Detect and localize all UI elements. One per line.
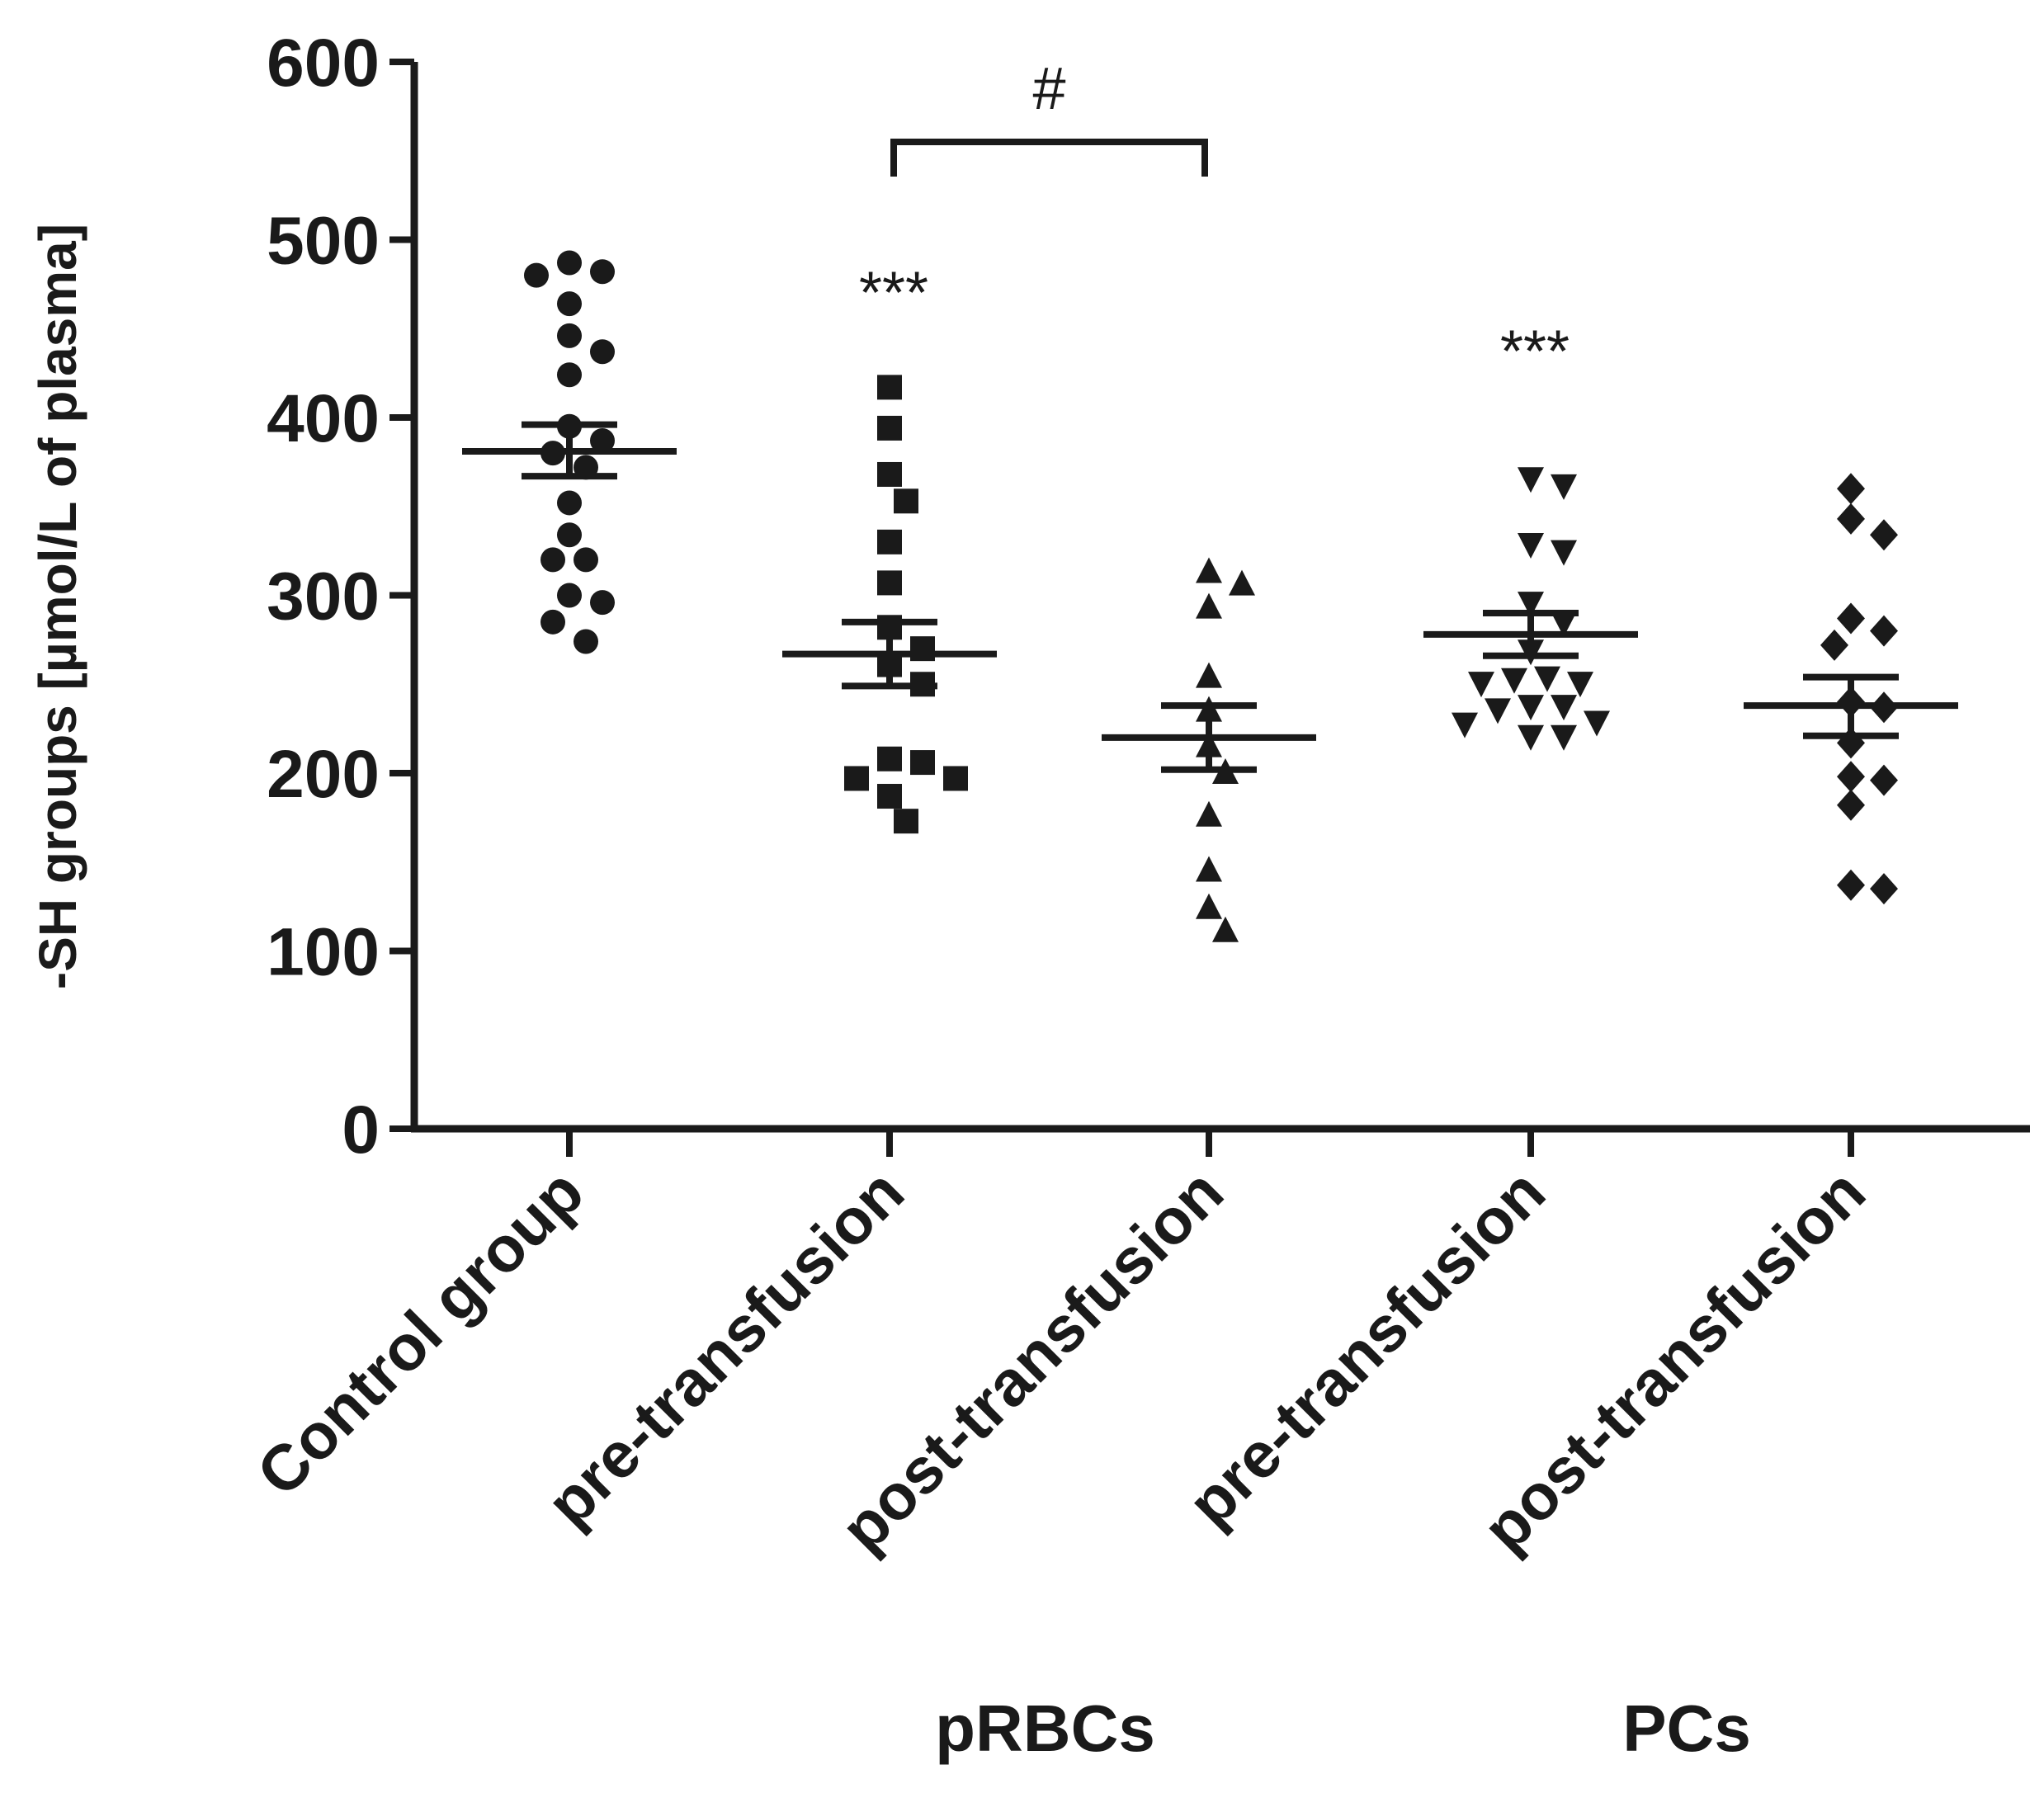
data-point bbox=[1820, 629, 1848, 661]
data-point bbox=[1551, 724, 1577, 751]
data-point bbox=[1485, 698, 1511, 724]
data-point bbox=[877, 746, 902, 771]
data-point bbox=[574, 547, 598, 573]
data-point bbox=[877, 570, 902, 596]
data-point bbox=[1837, 473, 1865, 505]
series-mean-sem bbox=[1102, 702, 1316, 773]
data-point bbox=[1837, 761, 1865, 793]
data-point bbox=[1837, 789, 1865, 821]
data-point bbox=[1518, 467, 1544, 493]
data-point bbox=[1837, 869, 1865, 901]
data-point bbox=[877, 784, 902, 809]
series-mean-sem bbox=[462, 421, 677, 480]
data-point bbox=[574, 629, 598, 654]
data-point bbox=[877, 461, 902, 487]
data-point bbox=[1870, 873, 1898, 905]
y-tick-label: 600 bbox=[267, 26, 380, 101]
data-point bbox=[1468, 672, 1494, 698]
data-point bbox=[1229, 569, 1255, 596]
data-point bbox=[524, 262, 549, 288]
data-point bbox=[1196, 662, 1222, 688]
data-point bbox=[1196, 557, 1222, 583]
data-point bbox=[894, 809, 918, 834]
group-label: PCs bbox=[1622, 1692, 1751, 1765]
significance-stars: *** bbox=[859, 261, 928, 327]
data-point bbox=[1518, 695, 1544, 721]
annotations: *** *** # bbox=[859, 56, 1570, 385]
data-point bbox=[877, 415, 902, 441]
data-point bbox=[1551, 611, 1577, 637]
data-point bbox=[1567, 672, 1593, 698]
data-point bbox=[844, 766, 869, 791]
data-point bbox=[1837, 602, 1865, 635]
data-point bbox=[1196, 800, 1222, 827]
series-mean-sem bbox=[782, 618, 997, 690]
data-point bbox=[910, 636, 935, 662]
data-point bbox=[943, 766, 968, 791]
data-points bbox=[524, 250, 1898, 942]
series-mean-sem bbox=[1744, 673, 1958, 739]
data-point bbox=[1501, 668, 1527, 694]
data-point bbox=[557, 362, 582, 388]
significance-bracket bbox=[890, 138, 1208, 177]
data-point bbox=[557, 250, 582, 276]
y-axis: 0 100 200 300 400 500 600 bbox=[267, 26, 418, 1168]
data-point bbox=[1196, 893, 1222, 919]
data-point bbox=[1584, 710, 1610, 737]
data-point bbox=[557, 291, 582, 317]
data-point bbox=[1518, 592, 1544, 618]
data-point bbox=[541, 609, 565, 635]
series-points bbox=[844, 375, 968, 834]
y-tick-label: 100 bbox=[267, 915, 380, 990]
series-points bbox=[1196, 557, 1255, 942]
data-point bbox=[1551, 540, 1577, 566]
y-tick-label: 400 bbox=[267, 381, 380, 456]
data-point bbox=[894, 488, 918, 514]
data-point bbox=[1518, 533, 1544, 559]
significance-stars: *** bbox=[1500, 319, 1570, 385]
data-point bbox=[1551, 695, 1577, 721]
data-point bbox=[1534, 666, 1560, 692]
data-point bbox=[877, 375, 902, 400]
data-point bbox=[1870, 764, 1898, 796]
x-axis: Control grouppre-transfusionpost-transfu… bbox=[243, 1125, 2030, 1765]
data-point bbox=[557, 323, 582, 348]
data-point bbox=[590, 339, 615, 365]
data-point bbox=[541, 547, 565, 573]
data-point bbox=[1452, 712, 1478, 738]
data-point bbox=[1212, 916, 1239, 942]
significance-hash: # bbox=[1032, 56, 1065, 122]
data-point bbox=[1518, 724, 1544, 751]
y-tick-label: 200 bbox=[267, 737, 380, 812]
group-label: pRBCs bbox=[935, 1692, 1155, 1765]
data-point bbox=[1870, 519, 1898, 551]
y-tick-label: 0 bbox=[342, 1092, 380, 1168]
y-axis-title: -SH groups [µmol/L of plasma] bbox=[28, 224, 87, 989]
data-point bbox=[557, 583, 582, 608]
data-point bbox=[1870, 615, 1898, 647]
error-bars bbox=[462, 421, 1958, 773]
series-mean-sem bbox=[1423, 610, 1638, 659]
y-tick-label: 500 bbox=[267, 204, 380, 279]
series-points bbox=[1820, 473, 1898, 905]
data-point bbox=[557, 490, 582, 516]
data-point bbox=[910, 750, 935, 776]
x-tick-label: Control group bbox=[243, 1155, 597, 1510]
data-point bbox=[877, 529, 902, 554]
series-points bbox=[1452, 467, 1610, 751]
data-point bbox=[1837, 503, 1865, 535]
data-point bbox=[590, 590, 615, 616]
y-tick-label: 300 bbox=[267, 559, 380, 635]
data-point bbox=[1551, 474, 1577, 500]
data-point bbox=[557, 522, 582, 548]
data-point bbox=[1196, 856, 1222, 882]
data-point bbox=[1196, 592, 1222, 619]
data-point bbox=[590, 259, 615, 285]
data-point bbox=[590, 428, 615, 454]
